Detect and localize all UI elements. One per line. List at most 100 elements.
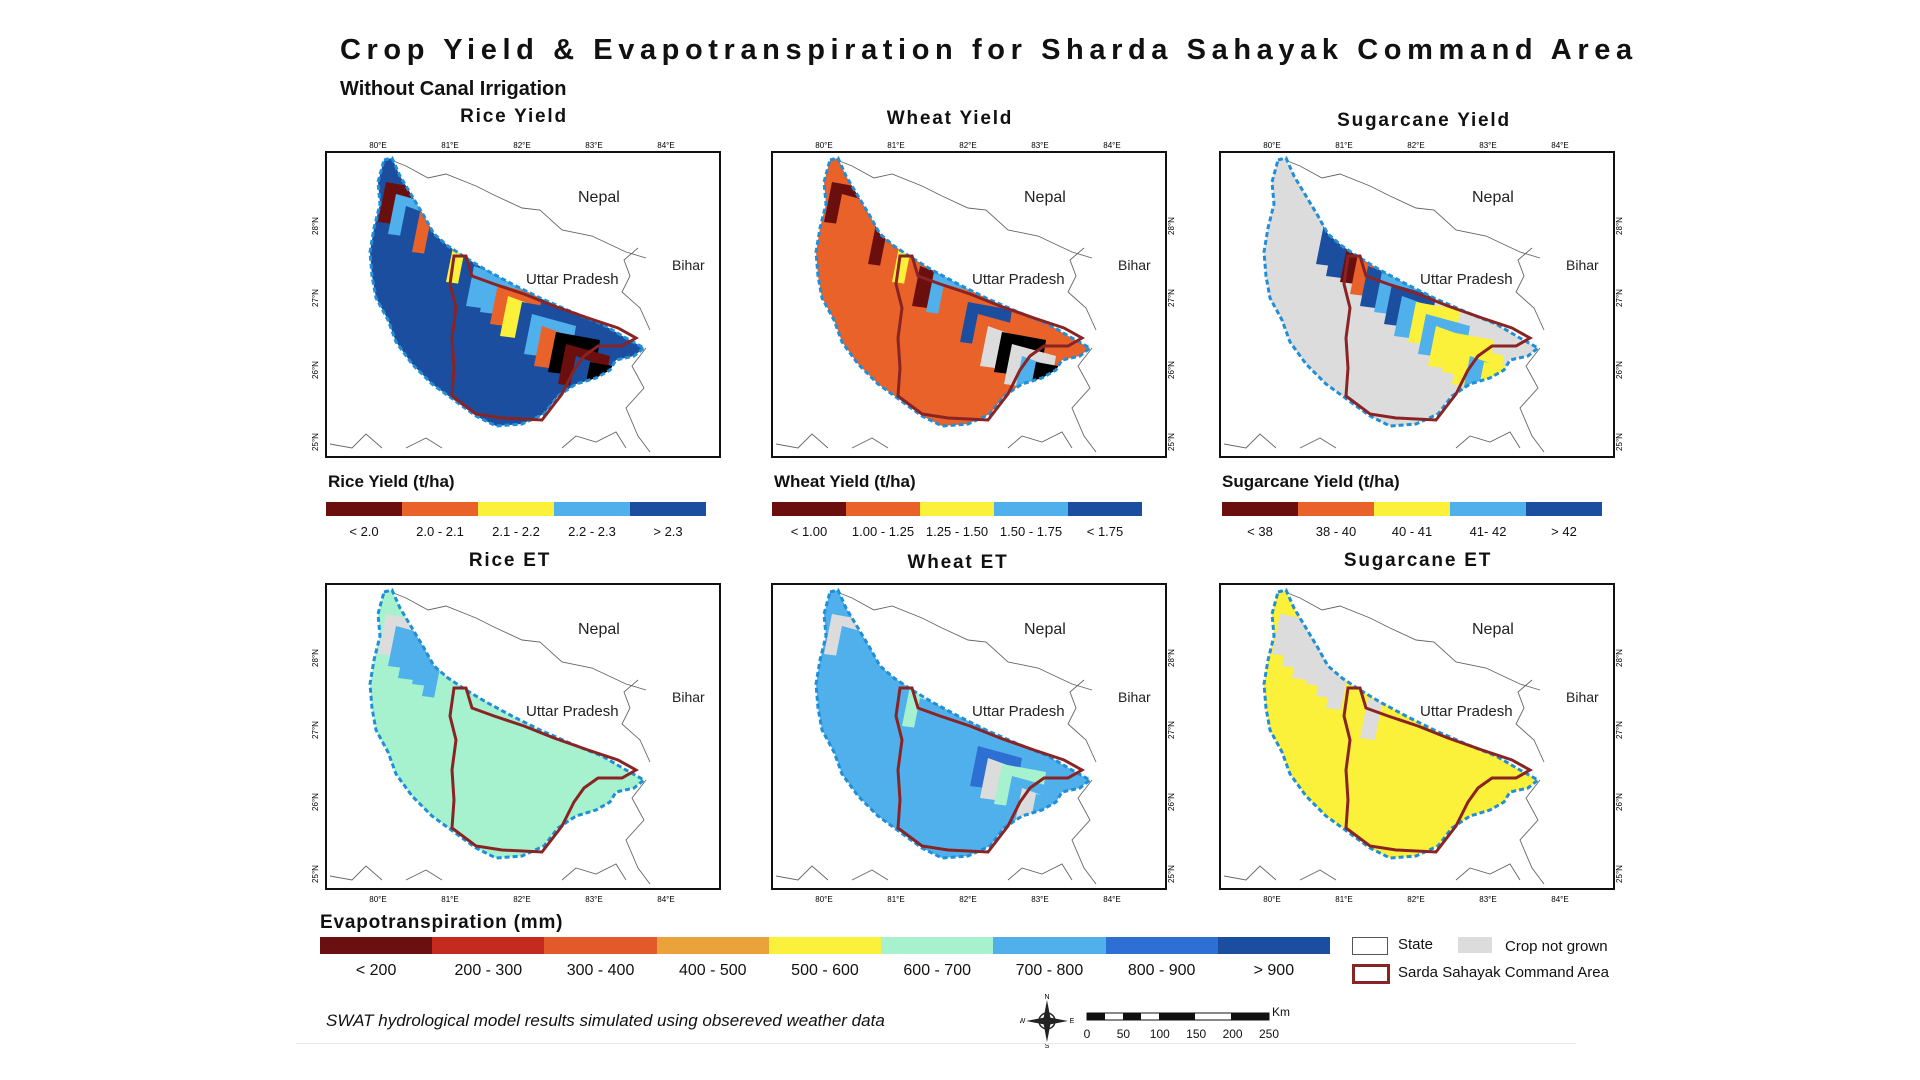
et-legend-colorbar: [320, 937, 1330, 954]
et-legend-swatch: [1105, 937, 1218, 954]
basin-boundary: [1262, 156, 1541, 428]
lon-tick-label: 82°E: [959, 141, 976, 150]
command-area-outline: [894, 254, 1086, 422]
state-swatch: [1352, 937, 1388, 955]
basin-boundary: [368, 156, 647, 428]
scale-tick-label: 200: [1222, 1027, 1243, 1041]
label-bihar: Bihar: [1118, 689, 1151, 705]
lat-tick-label: 28°N: [1615, 649, 1624, 667]
lon-tick-label: 80°E: [369, 895, 386, 904]
label-nepal: Nepal: [1024, 189, 1066, 206]
et-legend-title: Evapotranspiration (mm): [320, 912, 564, 933]
legend-swatch: [920, 502, 994, 516]
lat-tick-label: 27°N: [1615, 289, 1624, 307]
lat-tick-label: 25°N: [1167, 865, 1176, 883]
legend-label: > 2.3: [653, 524, 683, 539]
legend-label: 2.1 - 2.2: [492, 524, 540, 539]
label-uttar-pradesh: Uttar Pradesh: [1420, 703, 1513, 720]
lat-tick-label: 27°N: [1615, 721, 1624, 739]
state-boundary-line: [405, 869, 443, 881]
legend-swatch: [402, 502, 478, 516]
et-legend-label: 800 - 900: [1127, 962, 1196, 979]
lat-tick-label: 26°N: [1167, 793, 1176, 811]
label-uttar-pradesh: Uttar Pradesh: [526, 703, 619, 720]
lon-tick-label: 80°E: [369, 141, 386, 150]
lon-tick-label: 82°E: [959, 895, 976, 904]
et-legend-label: < 200: [355, 962, 397, 979]
state-boundary-line: [1007, 863, 1073, 881]
map-wheat-yield: Nepal Uttar Pradesh Bihar 80°E 81°E 82°E 83°E 8…: [771, 141, 1176, 458]
state-boundary-line: [561, 863, 627, 881]
state-boundary-line: [405, 437, 443, 449]
legend-label: > 42: [1551, 524, 1577, 539]
state-boundary-line: [831, 589, 1093, 691]
legend-label: 1.50 - 1.75: [999, 524, 1063, 539]
legend-label: < 2.0: [349, 524, 379, 539]
state-boundary-line: [1067, 247, 1097, 331]
legend-label: 2.2 - 2.3: [568, 524, 616, 539]
legend-swatch: [326, 502, 402, 516]
legend-label: < 1.75: [1086, 524, 1124, 539]
command-area-outline: [448, 686, 640, 854]
lat-tick-label: 28°N: [1167, 217, 1176, 235]
state-boundary-line: [1279, 589, 1541, 691]
bottom-rule: [296, 1043, 1576, 1044]
label-nepal: Nepal: [1472, 189, 1514, 206]
legend-title-rice-yield: Rice Yield (t/ha): [328, 472, 455, 491]
lon-tick-label: 82°E: [513, 141, 530, 150]
lon-tick-label: 83°E: [1031, 141, 1048, 150]
lat-tick-label: 28°N: [1167, 649, 1176, 667]
state-boundary-line: [1455, 863, 1521, 881]
lat-tick-label: 26°N: [311, 361, 320, 379]
lon-tick-label: 81°E: [1335, 141, 1352, 150]
state-boundary-line: [561, 431, 627, 449]
legend-swatch: [1374, 502, 1450, 516]
lon-tick-label: 81°E: [441, 141, 458, 150]
panel-title-sugarcane-et: Sugarcane ET: [1343, 550, 1493, 571]
legend-labels-sugarcane-yield: < 38 38 - 40 40 - 41 41- 42 > 42: [1222, 524, 1602, 539]
legend-label: < 38: [1247, 524, 1273, 539]
label-bihar: Bihar: [1566, 689, 1599, 705]
basin-boundary: [814, 588, 1093, 860]
crop-not-grown-key-label: Crop not grown: [1505, 938, 1608, 955]
panel-title-wheat-et: Wheat ET: [907, 552, 1009, 573]
command-area-key-label: Sarda Sahayak Command Area: [1398, 964, 1609, 981]
label-uttar-pradesh: Uttar Pradesh: [1420, 271, 1513, 288]
state-boundary-line: [1519, 347, 1545, 453]
state-boundary-line: [1299, 869, 1337, 881]
lat-tick-label: 28°N: [311, 649, 320, 667]
lon-tick-label: 80°E: [1263, 141, 1280, 150]
state-boundary-line: [1071, 779, 1097, 885]
lon-tick-label: 83°E: [585, 895, 602, 904]
north-label: N: [1044, 994, 1049, 1001]
label-nepal: Nepal: [578, 189, 620, 206]
lat-tick-label: 26°N: [1615, 361, 1624, 379]
scale-unit: Km: [1272, 1005, 1290, 1019]
lon-tick-label: 84°E: [1551, 895, 1568, 904]
footnote: SWAT hydrological model results simulate…: [326, 1011, 885, 1030]
et-legend-swatch: [993, 937, 1106, 954]
lat-tick-label: 25°N: [311, 865, 320, 883]
figure-subtitle: Without Canal Irrigation: [340, 78, 567, 100]
et-legend-swatch: [656, 937, 769, 954]
state-boundary-line: [1515, 679, 1545, 763]
lon-tick-label: 84°E: [657, 141, 674, 150]
state-boundary-line: [621, 679, 651, 763]
legend-colorbar-rice-yield: [326, 502, 706, 516]
lat-tick-label: 28°N: [1615, 217, 1624, 235]
lat-tick-label: 27°N: [1167, 289, 1176, 307]
lon-tick-label: 82°E: [1407, 895, 1424, 904]
legend-swatch: [1222, 502, 1298, 516]
legend-labels-wheat-yield: < 1.00 1.00 - 1.25 1.25 - 1.50 1.50 - 1.75 <…: [772, 524, 1142, 539]
et-legend-labels: < 200 200 - 300 300 - 400 400 - 500 500 - 60…: [320, 962, 1330, 980]
legend-title-wheat-yield: Wheat Yield (t/ha): [774, 472, 916, 491]
map-panel-rice-et: Nepal Uttar Pradesh Bihar 80°E 81°E 82°E 83°E 8…: [311, 583, 721, 904]
state-boundary-line: [851, 869, 889, 881]
lon-tick-label: 83°E: [1479, 895, 1496, 904]
lon-tick-label: 82°E: [513, 895, 530, 904]
label-nepal: Nepal: [1472, 621, 1514, 638]
lon-tick-label: 82°E: [1407, 141, 1424, 150]
map-sugarcane-et: Nepal Uttar Pradesh Bihar 80°E 81°E 82°E 83°E 8…: [1219, 583, 1624, 904]
et-legend-swatch: [881, 937, 994, 954]
scale-tick-label: 250: [1258, 1027, 1280, 1041]
